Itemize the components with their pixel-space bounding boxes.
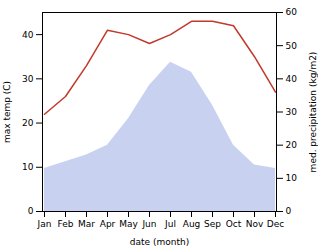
svg-text:60: 60	[286, 7, 298, 17]
svg-text:30: 30	[22, 74, 34, 84]
svg-text:Mar: Mar	[78, 219, 95, 229]
svg-text:Oct: Oct	[226, 219, 242, 229]
svg-text:Jun: Jun	[141, 219, 156, 229]
svg-text:0: 0	[286, 206, 292, 216]
svg-text:50: 50	[286, 41, 298, 51]
svg-text:Aug: Aug	[183, 219, 201, 229]
svg-text:Apr: Apr	[100, 219, 116, 229]
svg-text:max temp (C): max temp (C)	[2, 81, 12, 143]
svg-text:date (month): date (month)	[130, 237, 189, 247]
svg-text:20: 20	[22, 118, 34, 128]
svg-text:Feb: Feb	[58, 219, 74, 229]
svg-text:20: 20	[286, 140, 298, 150]
svg-text:med. precipitation (kg/m2): med. precipitation (kg/m2)	[308, 52, 318, 173]
svg-text:Jan: Jan	[37, 219, 52, 229]
svg-text:Nov: Nov	[246, 219, 264, 229]
svg-text:Jul: Jul	[164, 219, 176, 229]
svg-text:40: 40	[22, 29, 34, 39]
svg-text:10: 10	[286, 173, 298, 183]
svg-text:10: 10	[22, 162, 34, 172]
svg-text:Dec: Dec	[267, 219, 284, 229]
svg-text:30: 30	[286, 107, 298, 117]
svg-text:Sep: Sep	[204, 219, 221, 229]
svg-text:May: May	[119, 219, 138, 229]
svg-text:40: 40	[286, 74, 298, 84]
svg-text:0: 0	[28, 206, 34, 216]
